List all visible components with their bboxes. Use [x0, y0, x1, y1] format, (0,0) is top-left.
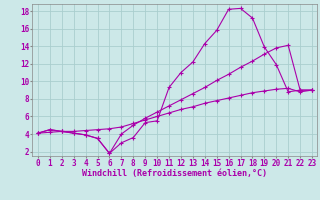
X-axis label: Windchill (Refroidissement éolien,°C): Windchill (Refroidissement éolien,°C): [82, 169, 267, 178]
